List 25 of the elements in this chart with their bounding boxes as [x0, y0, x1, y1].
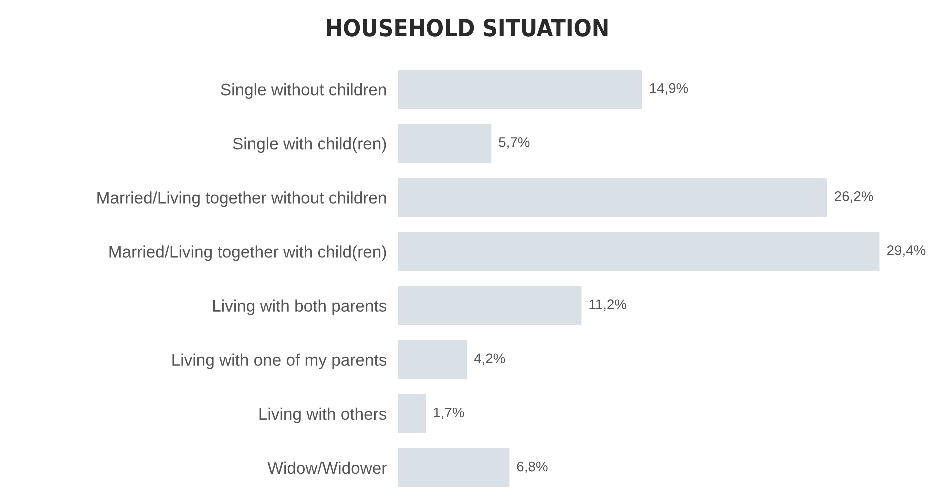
- bar: [398, 286, 582, 326]
- y-tick-label: Living with others: [260, 408, 387, 424]
- chart-title: HOUSEHOLD SITUATION: [327, 18, 608, 37]
- bar: [398, 178, 828, 218]
- bar: [398, 70, 642, 109]
- data-label: 11,2%: [590, 300, 627, 312]
- y-tick-label: Single without children: [221, 83, 386, 100]
- bar: [398, 340, 468, 380]
- y-tick-label: Married/Living together without children: [98, 192, 386, 208]
- data-label: 5,7%: [499, 138, 530, 149]
- y-tick-label: Living with one of my parents: [172, 354, 387, 370]
- data-label: 4,2%: [474, 354, 506, 366]
- data-label: 29,4%: [887, 246, 926, 258]
- data-label: 26,2%: [835, 192, 874, 204]
- y-tick-label: Living with both parents: [213, 300, 387, 316]
- y-tick-label: Widow/Widower: [268, 462, 387, 474]
- bar: [398, 448, 510, 488]
- y-tick-label: Single with child(ren): [233, 138, 386, 154]
- bar: [398, 394, 426, 434]
- data-label: 1,7%: [434, 408, 464, 420]
- data-label: 6,8%: [517, 462, 548, 474]
- data-label: 14,9%: [650, 83, 688, 95]
- y-tick-label: Married/Living together with child(ren): [110, 246, 386, 262]
- bar: [398, 232, 880, 272]
- bar: [398, 124, 492, 164]
